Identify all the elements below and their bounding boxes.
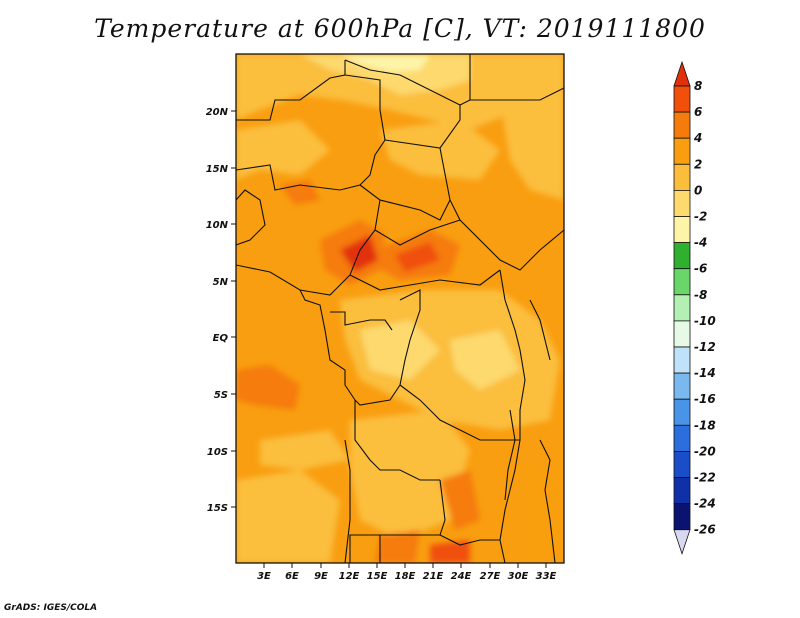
- colorbar-label: -4: [694, 236, 707, 250]
- colorbar-segment: [673, 137, 691, 165]
- colorbar-segment: [673, 346, 691, 374]
- colorbar-label: 0: [694, 183, 702, 197]
- colorbar-label: -10: [694, 314, 716, 328]
- colorbar-label: 4: [693, 131, 702, 145]
- colorbar-segment: [673, 503, 691, 531]
- lon-label: 30E: [508, 571, 529, 582]
- colorbar-label: -2: [694, 210, 707, 224]
- lat-label: 15N: [206, 164, 229, 175]
- lat-label: 10S: [207, 447, 228, 458]
- colorbar-label: -22: [694, 471, 716, 485]
- colorbar-segment: [673, 320, 691, 348]
- country-borders: [236, 54, 564, 563]
- map-title: Temperature at 600hPa [C], VT: 201911180…: [94, 14, 706, 43]
- lat-label: 15S: [207, 503, 228, 514]
- lon-tick-labels: 3E 6E 9E 12E 15E 18E 21E 24E 27E 30E 33E: [257, 571, 556, 582]
- colorbar-segment: [673, 85, 691, 113]
- lon-label: 12E: [339, 571, 360, 582]
- map-frame: [235, 53, 565, 564]
- lon-label: 21E: [423, 571, 444, 582]
- grads-credit: GrADS: IGES/COLA: [4, 603, 98, 613]
- lon-label: 9E: [314, 571, 328, 582]
- colorbar-segment: [673, 216, 691, 244]
- colorbar-segment: [673, 294, 691, 322]
- colorbar-label: -8: [694, 288, 707, 302]
- colorbar-segment: [673, 450, 691, 478]
- lon-label: 33E: [536, 571, 557, 582]
- map-ticks: [231, 110, 547, 568]
- lat-label: 5S: [214, 390, 228, 401]
- lat-label: EQ: [213, 333, 229, 344]
- colorbar-top-arrow: [673, 60, 691, 87]
- colorbar-segment: [673, 163, 691, 191]
- colorbar-label: -12: [694, 340, 716, 354]
- lon-label: 24E: [451, 571, 472, 582]
- colorbar-label: -18: [694, 418, 716, 432]
- colorbar-label: -26: [694, 523, 716, 537]
- colorbar-segment: [673, 372, 691, 400]
- colorbar-label: -16: [694, 392, 716, 406]
- lat-label: 10N: [206, 220, 229, 231]
- colorbar-label: -20: [694, 444, 716, 458]
- lon-label: 18E: [395, 571, 416, 582]
- lon-label: 27E: [480, 571, 501, 582]
- lon-label: 15E: [367, 571, 388, 582]
- lon-label: 3E: [257, 571, 271, 582]
- temperature-field: [236, 54, 564, 563]
- colorbar-label: -14: [694, 366, 716, 380]
- colorbar-bottom-arrow: [673, 529, 691, 555]
- colorbar-label: 8: [694, 79, 702, 93]
- colorbar-segment: [673, 111, 691, 139]
- colorbar-segment: [673, 189, 691, 217]
- colorbar-segment: [673, 477, 691, 505]
- colorbar-segment: [673, 268, 691, 296]
- colorbar-label: -6: [694, 262, 707, 276]
- colorbar-segment: [673, 398, 691, 426]
- lat-label: 5N: [213, 277, 229, 288]
- colorbar-segment: [673, 424, 691, 452]
- lat-label: 20N: [206, 107, 229, 118]
- lon-label: 6E: [285, 571, 299, 582]
- colorbar-label: 2: [694, 157, 702, 171]
- colorbar-segment: [673, 242, 691, 270]
- colorbar-label: -24: [694, 497, 716, 511]
- lat-tick-labels: 20N 15N 10N 5N EQ 5S 10S 15S: [206, 107, 229, 514]
- colorbar: 8 6 4 2 0 -2 -4 -6 -8 -10 -12 -14 -16 -18 -20 -22 -24 -26: [673, 60, 716, 555]
- colorbar-label: 6: [694, 105, 702, 119]
